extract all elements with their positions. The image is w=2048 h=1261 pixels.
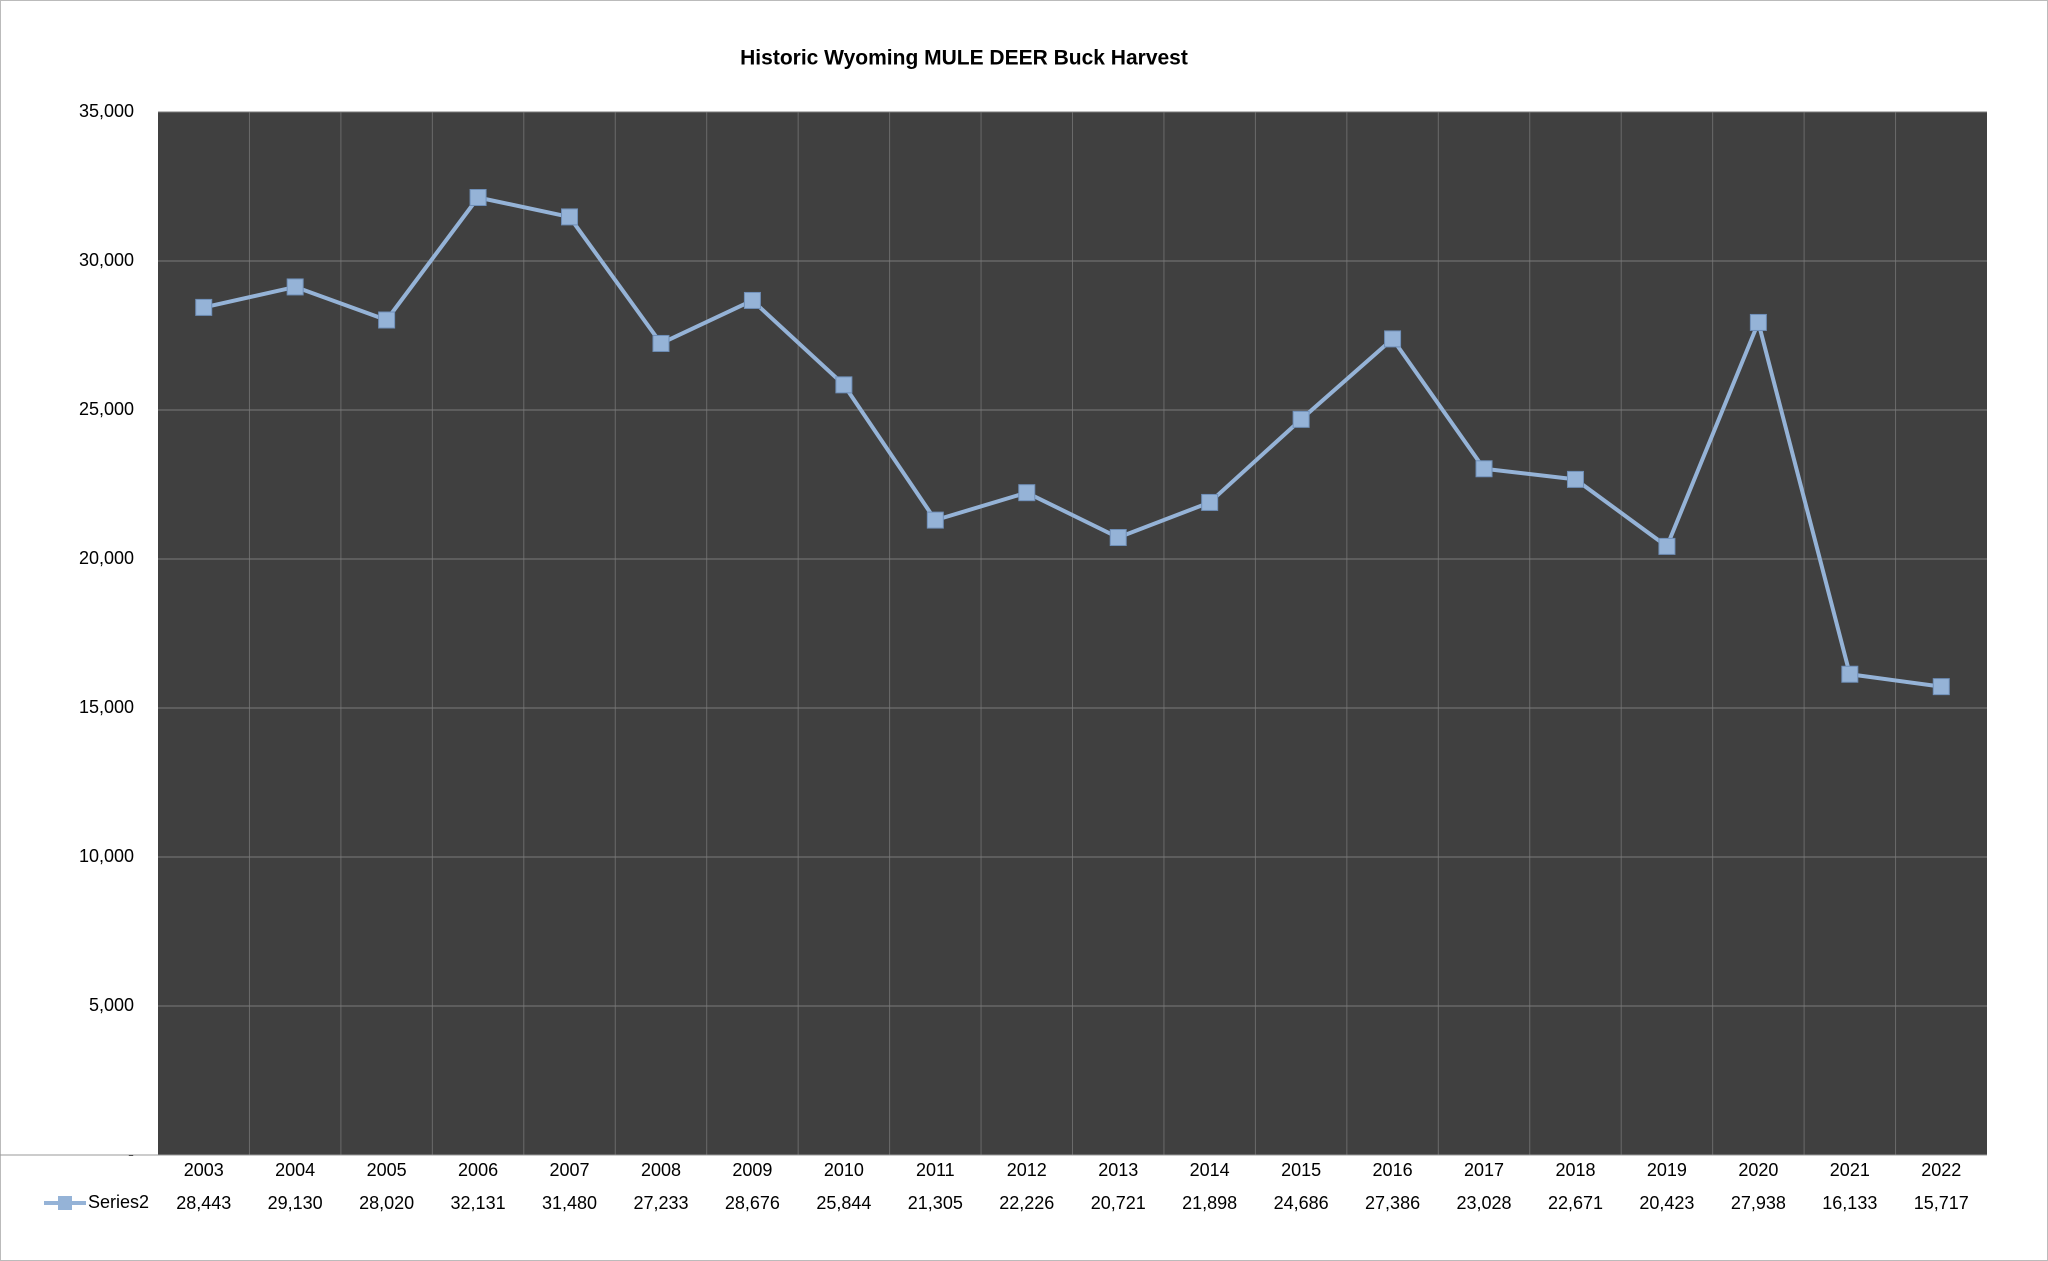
- chart-title: Historic Wyoming MULE DEER Buck Harvest: [740, 47, 1188, 70]
- y-tick-label: 35,000: [79, 101, 134, 121]
- x-tick-label: 2017: [1464, 1160, 1504, 1180]
- y-tick-label: 30,000: [79, 250, 134, 270]
- point-marker: [1749, 313, 1767, 331]
- table-value: 24,686: [1274, 1193, 1329, 1213]
- x-tick-label: 2010: [824, 1160, 864, 1180]
- x-tick-label: 2020: [1738, 1160, 1778, 1180]
- table-value: 15,717: [1914, 1193, 1969, 1213]
- point-marker: [286, 278, 304, 296]
- table-value: 29,130: [268, 1193, 323, 1213]
- legend-marker: [58, 1196, 72, 1210]
- y-tick-label: -: [128, 1144, 134, 1164]
- point-marker: [743, 291, 761, 309]
- table-value: 28,020: [359, 1193, 414, 1213]
- legend-label: Series2: [88, 1192, 149, 1212]
- table-value: 25,844: [816, 1193, 871, 1213]
- point-marker: [469, 188, 487, 206]
- x-tick-label: 2018: [1555, 1160, 1595, 1180]
- x-tick-label: 2021: [1830, 1160, 1870, 1180]
- table-value: 22,671: [1548, 1193, 1603, 1213]
- x-tick-label: 2003: [184, 1160, 224, 1180]
- y-tick-label: 20,000: [79, 548, 134, 568]
- table-value: 28,443: [176, 1193, 231, 1213]
- point-marker: [926, 511, 944, 529]
- x-tick-label: 2012: [1007, 1160, 1047, 1180]
- table-value: 16,133: [1822, 1193, 1877, 1213]
- table-value: 27,386: [1365, 1193, 1420, 1213]
- point-marker: [652, 334, 670, 352]
- point-marker: [1384, 330, 1402, 348]
- table-value: 27,233: [633, 1193, 688, 1213]
- x-tick-label: 2019: [1647, 1160, 1687, 1180]
- x-tick-label: 2014: [1190, 1160, 1230, 1180]
- point-marker: [1932, 678, 1950, 696]
- y-tick-label: 25,000: [79, 399, 134, 419]
- x-tick-label: 2008: [641, 1160, 681, 1180]
- table-value: 28,676: [725, 1193, 780, 1213]
- x-tick-label: 2016: [1373, 1160, 1413, 1180]
- y-tick-label: 10,000: [79, 846, 134, 866]
- x-tick-label: 2006: [458, 1160, 498, 1180]
- y-tick-label: 5,000: [89, 995, 134, 1015]
- table-value: 21,898: [1182, 1193, 1237, 1213]
- y-tick-label: 15,000: [79, 697, 134, 717]
- point-marker: [1841, 665, 1859, 683]
- point-marker: [1658, 537, 1676, 555]
- series-line: [203, 195, 1942, 689]
- point-marker: [835, 376, 853, 394]
- x-tick-label: 2015: [1281, 1160, 1321, 1180]
- x-tick-label: 2004: [275, 1160, 315, 1180]
- table-value: 27,938: [1731, 1193, 1786, 1213]
- point-marker: [1201, 493, 1219, 511]
- table-value: 31,480: [542, 1193, 597, 1213]
- table-value: 21,305: [908, 1193, 963, 1213]
- point-marker: [1109, 529, 1127, 547]
- point-marker: [378, 311, 396, 329]
- x-tick-label: 2007: [550, 1160, 590, 1180]
- x-tick-label: 2013: [1098, 1160, 1138, 1180]
- table-value: 32,131: [451, 1193, 506, 1213]
- x-tick-label: 2005: [367, 1160, 407, 1180]
- table-value: 20,721: [1091, 1193, 1146, 1213]
- x-tick-label: 2009: [732, 1160, 772, 1180]
- point-marker: [1566, 470, 1584, 488]
- point-marker: [1475, 460, 1493, 478]
- table-value: 22,226: [999, 1193, 1054, 1213]
- x-tick-label: 2022: [1921, 1160, 1961, 1180]
- point-marker: [561, 208, 579, 226]
- table-value: 20,423: [1639, 1193, 1694, 1213]
- point-marker: [1292, 410, 1310, 428]
- point-marker: [195, 298, 213, 316]
- x-tick-label: 2011: [916, 1160, 955, 1180]
- point-marker: [1018, 484, 1036, 502]
- table-value: 23,028: [1456, 1193, 1511, 1213]
